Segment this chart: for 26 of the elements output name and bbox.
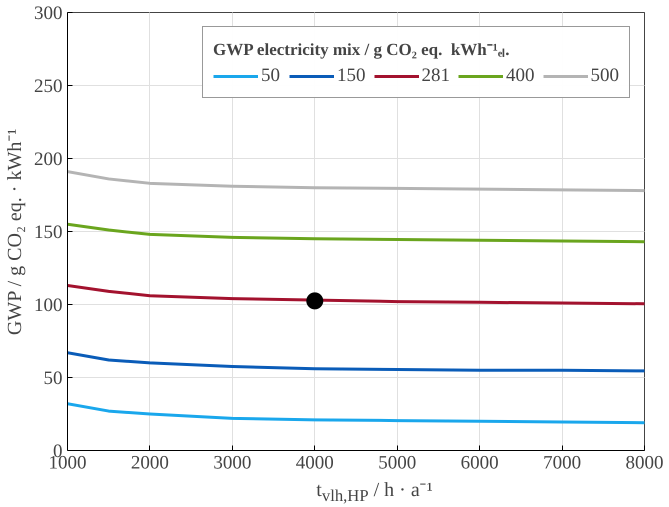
x-tick-label: 8000 (626, 452, 664, 474)
legend-label: 150 (337, 65, 366, 87)
y-tick-label: 200 (34, 149, 62, 170)
line-series (68, 351, 644, 372)
y-tick-label: 150 (34, 222, 62, 243)
x-axis-title: t$_{vlh,HP}$ / h · a⁻¹ (316, 478, 433, 507)
x-tick-label: 5000 (378, 452, 416, 474)
x-tick-label: 7000 (543, 452, 582, 474)
line-series (68, 222, 644, 244)
x-tick-label: 4000 (296, 452, 334, 474)
legend-label: 500 (590, 65, 619, 87)
x-tick-label: 2000 (130, 452, 169, 474)
y-tick-label: 50 (44, 368, 62, 389)
y-tick-label: 100 (34, 295, 62, 316)
y-tick-label: 300 (34, 3, 62, 24)
legend-label: 50 (261, 65, 281, 87)
line-series (68, 170, 644, 192)
legend-title: GWP electricity mix / g CO₂ eq. kWh⁻¹ₑₗ. (213, 39, 510, 60)
x-tick-label: 6000 (460, 452, 499, 474)
legend-label: 281 (422, 65, 450, 87)
line-series (68, 284, 644, 306)
y-tick-label: 250 (34, 76, 62, 97)
y-axis-title: GWP / g CO₂ eq. · kWh⁻¹ (4, 128, 26, 336)
line-series (68, 402, 644, 424)
x-tick-label: 3000 (213, 452, 252, 474)
legend-label: 400 (506, 65, 534, 87)
